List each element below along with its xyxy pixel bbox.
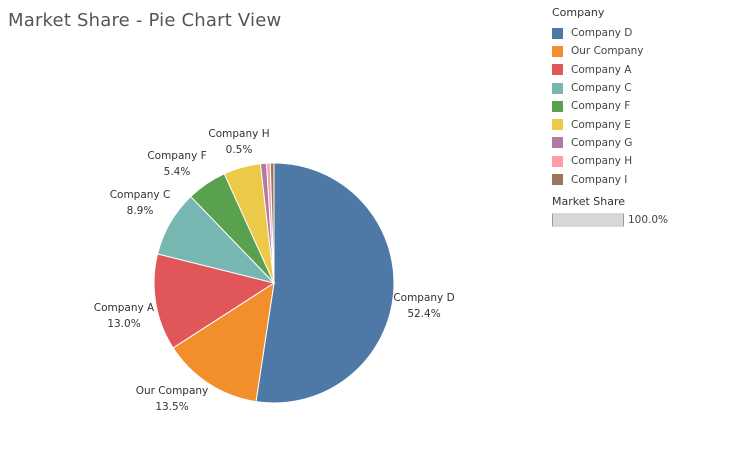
slice-name-label: Company H xyxy=(208,128,269,140)
pie-slice[interactable] xyxy=(255,162,395,404)
legend-label: Company E xyxy=(571,118,631,131)
legend-label: Company I xyxy=(571,173,628,186)
legend-label: Our Company xyxy=(571,45,644,58)
size-legend-title: Market Share xyxy=(552,195,626,208)
slice-name-label: Company C xyxy=(110,189,171,201)
legend-item[interactable]: Company D xyxy=(552,24,732,42)
legend-swatch xyxy=(552,45,563,57)
legend-label: Company C xyxy=(571,82,632,95)
color-legend: Company Company D Our Company Company A Com… xyxy=(552,6,732,189)
legend-swatch xyxy=(552,64,563,76)
legend-swatch xyxy=(552,174,563,186)
pie-slice[interactable] xyxy=(172,281,275,403)
legend-item[interactable]: Company G xyxy=(552,134,732,152)
slice-value-label: 0.5% xyxy=(226,144,253,156)
legend-swatch xyxy=(552,82,563,94)
slice-value-label: 52.4% xyxy=(407,308,440,320)
chart-title: Market Share - Pie Chart View xyxy=(8,10,282,31)
legend-items: Company D Our Company Company A Company C Co… xyxy=(552,24,732,189)
slice-name-label: Company F xyxy=(147,150,206,162)
legend-label: Company A xyxy=(571,63,632,76)
pie-slice[interactable] xyxy=(269,162,275,284)
legend-title: Company xyxy=(552,6,605,19)
legend-label: Company G xyxy=(571,136,633,149)
size-legend-bar xyxy=(552,213,624,227)
legend-item[interactable]: Company A xyxy=(552,61,732,79)
legend-label: Company H xyxy=(571,155,633,168)
legend-label: Company F xyxy=(571,100,631,113)
size-legend-row: 100.0% xyxy=(552,213,732,227)
slice-value-label: 8.9% xyxy=(127,205,154,217)
legend-swatch xyxy=(552,155,563,167)
size-legend-value: 100.0% xyxy=(628,214,669,226)
slice-value-label: 13.5% xyxy=(155,401,188,413)
slice-name-label: Our Company xyxy=(136,385,209,397)
legend-item[interactable]: Company H xyxy=(552,152,732,170)
legend-swatch xyxy=(552,137,563,149)
legend-swatch xyxy=(552,27,563,39)
pie-labels: Company D 52.4% Our Company 13.5% Company A 1… xyxy=(94,128,455,413)
legend-swatch xyxy=(552,119,563,131)
slice-value-label: 5.4% xyxy=(164,166,191,178)
pie-chart: Company D 52.4% Our Company 13.5% Company A 1… xyxy=(94,128,455,413)
legend-swatch xyxy=(552,100,563,112)
legend-item[interactable]: Company E xyxy=(552,115,732,133)
slice-name-label: Company A xyxy=(94,302,155,314)
legend-item[interactable]: Our Company xyxy=(552,42,732,60)
legend-item[interactable]: Company I xyxy=(552,170,732,188)
pie-slices xyxy=(153,162,395,404)
slice-value-label: 13.0% xyxy=(107,318,140,330)
legend-label: Company D xyxy=(571,27,633,40)
size-legend: Market Share 100.0% xyxy=(552,195,732,227)
legend-item[interactable]: Company F xyxy=(552,97,732,115)
legend-item[interactable]: Company C xyxy=(552,79,732,97)
slice-name-label: Company D xyxy=(393,292,454,304)
pie-slice[interactable] xyxy=(153,253,276,349)
